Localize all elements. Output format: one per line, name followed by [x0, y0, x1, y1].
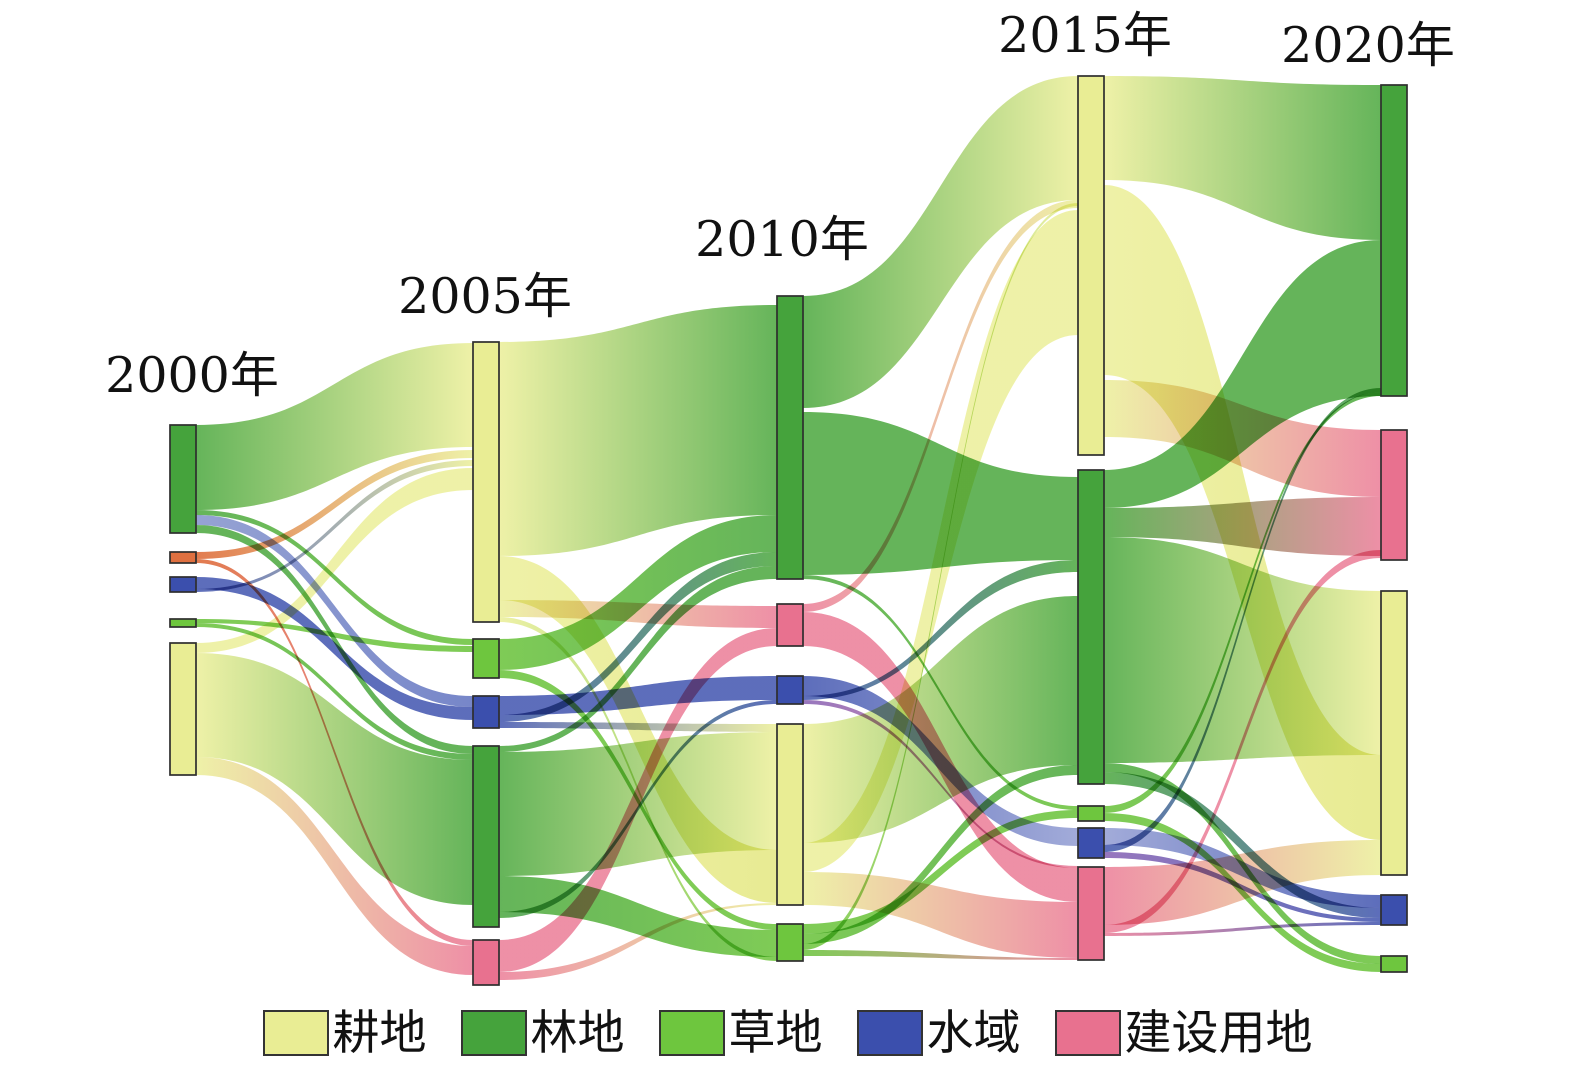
flow-built-to-built — [499, 628, 777, 972]
node-2010-water[interactable] — [776, 675, 804, 705]
node-2010-cropland[interactable] — [776, 723, 804, 906]
node-2015-water[interactable] — [1077, 827, 1105, 859]
node-2015-grassland[interactable] — [1077, 805, 1105, 822]
flow-built-to-cropland — [499, 903, 777, 980]
flow-cropland-to-built — [196, 757, 473, 975]
flow-water-to-forest — [803, 560, 1078, 700]
legend-swatch-cropland — [262, 1010, 329, 1056]
flow-grassland-to-forest — [196, 623, 473, 760]
flow-grassland-to-forest — [803, 765, 1078, 944]
flow-cropland-to-built — [499, 600, 777, 628]
flow-forest-to-water — [196, 515, 473, 707]
flow-forest-to-built — [1104, 497, 1381, 556]
node-2020-forest[interactable] — [1380, 84, 1408, 397]
node-2005-grassland[interactable] — [472, 638, 500, 679]
node-2010-forest[interactable] — [776, 295, 804, 580]
node-2005-forest[interactable] — [472, 745, 500, 928]
flow-built-to-cropland — [1104, 840, 1381, 925]
node-2000-water[interactable] — [169, 576, 197, 593]
node-2000-forest[interactable] — [169, 424, 197, 534]
legend-item-forest: 林地 — [460, 1005, 625, 1061]
legend-label-grassland: 草地 — [728, 1005, 823, 1061]
node-2010-built[interactable] — [776, 603, 804, 647]
legend-swatch-grassland — [658, 1010, 725, 1056]
node-2005-built[interactable] — [472, 939, 500, 986]
flow-grassland-to-grassland — [803, 810, 1078, 934]
flow-grassland-to-cropland — [803, 203, 1078, 950]
legend-label-cropland: 耕地 — [332, 1005, 427, 1061]
flow-water-to-water — [196, 577, 473, 720]
legend-item-cropland: 耕地 — [262, 1005, 427, 1061]
legend-label-forest: 林地 — [530, 1005, 625, 1061]
legend-label-water: 水域 — [926, 1005, 1021, 1061]
flow-water-to-cropland — [196, 460, 473, 592]
flow-grassland-to-forest — [1104, 392, 1381, 813]
node-2000-cropland[interactable] — [169, 642, 197, 776]
legend-swatch-built — [1054, 1010, 1121, 1056]
legend-swatch-water — [856, 1010, 923, 1056]
node-2020-built[interactable] — [1380, 429, 1408, 561]
flow-cropland-to-forest — [1104, 76, 1381, 240]
flow-forest-to-forest — [803, 412, 1078, 575]
node-2015-cropland[interactable] — [1077, 75, 1105, 456]
flow-forest-to-forest — [499, 566, 777, 752]
year-label-2020: 2020年 — [1281, 17, 1455, 74]
year-label-2005: 2005年 — [398, 268, 572, 325]
legend: 耕地 林地 草地 水域 建设用地 — [0, 1000, 1575, 1066]
year-label-2015: 2015年 — [998, 7, 1172, 64]
node-2000-grassland[interactable] — [169, 618, 197, 628]
flow-built-to-cropland — [196, 450, 473, 559]
flow-water-to-forest — [499, 552, 777, 722]
flow-cropland-to-cropland — [196, 468, 473, 653]
node-2015-forest[interactable] — [1077, 469, 1105, 785]
node-2020-cropland[interactable] — [1380, 590, 1408, 876]
flow-cropland-to-forest — [499, 305, 777, 556]
node-2015-built[interactable] — [1077, 866, 1105, 961]
flow-built-to-water — [1104, 922, 1381, 936]
legend-item-grassland: 草地 — [658, 1005, 823, 1061]
flow-cropland-to-built — [803, 872, 1078, 958]
flow-cropland-to-cropland — [803, 210, 1078, 872]
node-2020-grassland[interactable] — [1380, 955, 1408, 973]
flow-forest-to-grassland — [499, 876, 777, 957]
flow-grassland-to-forest — [499, 515, 777, 670]
node-2020-water[interactable] — [1380, 894, 1408, 926]
flow-forest-to-forest — [196, 525, 473, 754]
year-label-2010: 2010年 — [695, 211, 869, 268]
flow-grassland-to-built — [803, 950, 1078, 960]
flow-forest-to-cropland — [196, 343, 473, 510]
flow-built-to-cropland — [803, 200, 1078, 612]
flow-forest-to-water — [1104, 772, 1381, 918]
year-label-2000: 2000年 — [105, 347, 279, 404]
node-2005-water[interactable] — [472, 695, 500, 729]
flow-forest-to-cropland — [803, 76, 1078, 408]
legend-item-water: 水域 — [856, 1005, 1021, 1061]
node-2010-grassland[interactable] — [776, 923, 804, 962]
flow-water-to-forest — [1104, 388, 1381, 852]
flow-cropland-to-forest — [196, 653, 473, 905]
legend-item-built: 建设用地 — [1054, 1005, 1313, 1061]
node-2005-cropland[interactable] — [472, 341, 500, 623]
legend-label-built: 建设用地 — [1124, 1005, 1313, 1061]
flow-forest-to-grassland — [196, 510, 473, 645]
flow-built-to-built — [1104, 550, 1381, 933]
node-2000-built[interactable] — [169, 551, 197, 564]
flow-forest-to-forest — [1104, 240, 1381, 508]
flow-grassland-to-grassland — [196, 619, 473, 652]
legend-swatch-forest — [460, 1010, 527, 1056]
